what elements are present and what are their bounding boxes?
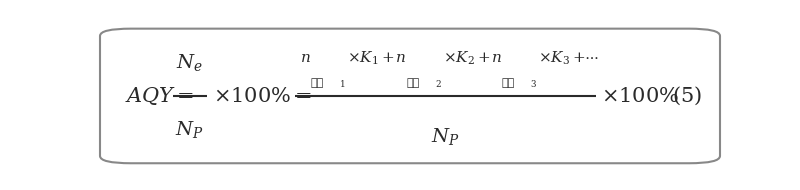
Text: 产物: 产物 xyxy=(406,78,419,88)
Text: $+$: $+$ xyxy=(382,51,394,65)
Text: $N_e$: $N_e$ xyxy=(177,52,203,73)
Text: $N_P$: $N_P$ xyxy=(175,119,204,140)
Text: $\times 100\%$: $\times 100\%$ xyxy=(601,86,679,106)
Text: $N_P$: $N_P$ xyxy=(431,126,460,147)
Text: $(5)$: $(5)$ xyxy=(672,85,702,107)
Text: $+$: $+$ xyxy=(477,51,490,65)
Text: $_2$: $_2$ xyxy=(435,76,442,89)
Text: 产物: 产物 xyxy=(310,78,324,88)
Text: $\times 100\%=$: $\times 100\%=$ xyxy=(214,86,312,106)
Text: $_1$: $_1$ xyxy=(339,76,346,89)
Text: $n$: $n$ xyxy=(395,51,406,65)
Text: $\times K_2$: $\times K_2$ xyxy=(443,49,474,67)
FancyBboxPatch shape xyxy=(100,29,720,163)
Text: $\times K_3$: $\times K_3$ xyxy=(538,49,570,67)
Text: $n$: $n$ xyxy=(490,51,502,65)
Text: $_3$: $_3$ xyxy=(530,76,538,89)
Text: $+\cdots$: $+\cdots$ xyxy=(573,51,600,65)
Text: $AQY=$: $AQY=$ xyxy=(125,85,194,107)
Text: 产物: 产物 xyxy=(502,78,515,88)
Text: $\times K_1$: $\times K_1$ xyxy=(347,49,379,67)
Text: $n$: $n$ xyxy=(300,51,310,65)
